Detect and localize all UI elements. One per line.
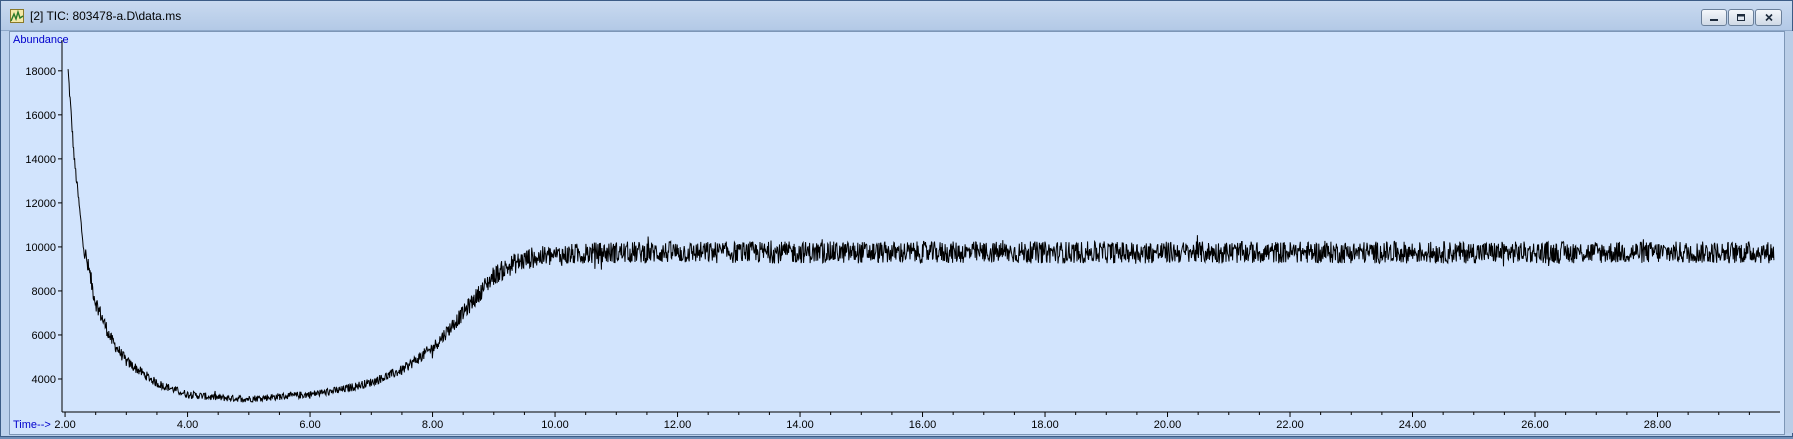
y-tick-label: 8000 — [32, 286, 56, 298]
y-tick-label: 16000 — [25, 110, 56, 122]
x-tick-label: 22.00 — [1276, 419, 1304, 431]
x-tick-label: 20.00 — [1154, 419, 1182, 431]
y-tick-label: 6000 — [32, 330, 56, 342]
close-button[interactable] — [1755, 9, 1782, 26]
x-tick-label: 12.00 — [664, 419, 692, 431]
title-bar[interactable]: [2] TIC: 803478-a.D\data.ms — [1, 1, 1792, 31]
restore-button[interactable] — [1728, 9, 1754, 26]
y-tick-label: 12000 — [25, 198, 56, 210]
y-tick-label: 14000 — [25, 154, 56, 166]
x-tick-label: 28.00 — [1644, 419, 1672, 431]
window-controls — [1701, 9, 1782, 26]
x-tick-label: 10.00 — [541, 419, 569, 431]
x-axis-label: Time--> — [13, 419, 51, 431]
x-tick-label: 4.00 — [177, 419, 198, 431]
x-tick-label: 18.00 — [1031, 419, 1059, 431]
y-axis-label: Abundance — [13, 34, 69, 46]
y-tick-label: 10000 — [25, 242, 56, 254]
x-tick-label: 2.00 — [54, 419, 75, 431]
tic-chart: Abundance Time--> 4000 6000 8000 10000 12000… — [13, 34, 1780, 431]
y-tick-label: 4000 — [32, 374, 56, 386]
close-icon — [1764, 13, 1773, 22]
minimize-icon — [1710, 18, 1718, 21]
chromatogram-app-icon — [10, 8, 24, 23]
x-tick-label: 16.00 — [909, 419, 937, 431]
chromatogram-plot[interactable]: Abundance Time--> 4000 6000 8000 10000 12000… — [9, 31, 1785, 435]
y-tick-label: 18000 — [25, 66, 56, 78]
x-tick-label: 14.00 — [786, 419, 814, 431]
x-tick-label: 26.00 — [1521, 419, 1549, 431]
x-tick-label: 8.00 — [422, 419, 443, 431]
minimize-button[interactable] — [1701, 9, 1727, 26]
restore-icon — [1737, 14, 1745, 21]
tic-trace-line — [67, 69, 1775, 404]
x-tick-label: 6.00 — [299, 419, 320, 431]
window-right-edge — [1785, 31, 1793, 433]
x-tick-label: 24.00 — [1399, 419, 1427, 431]
window-title: [2] TIC: 803478-a.D\data.ms — [30, 8, 182, 23]
